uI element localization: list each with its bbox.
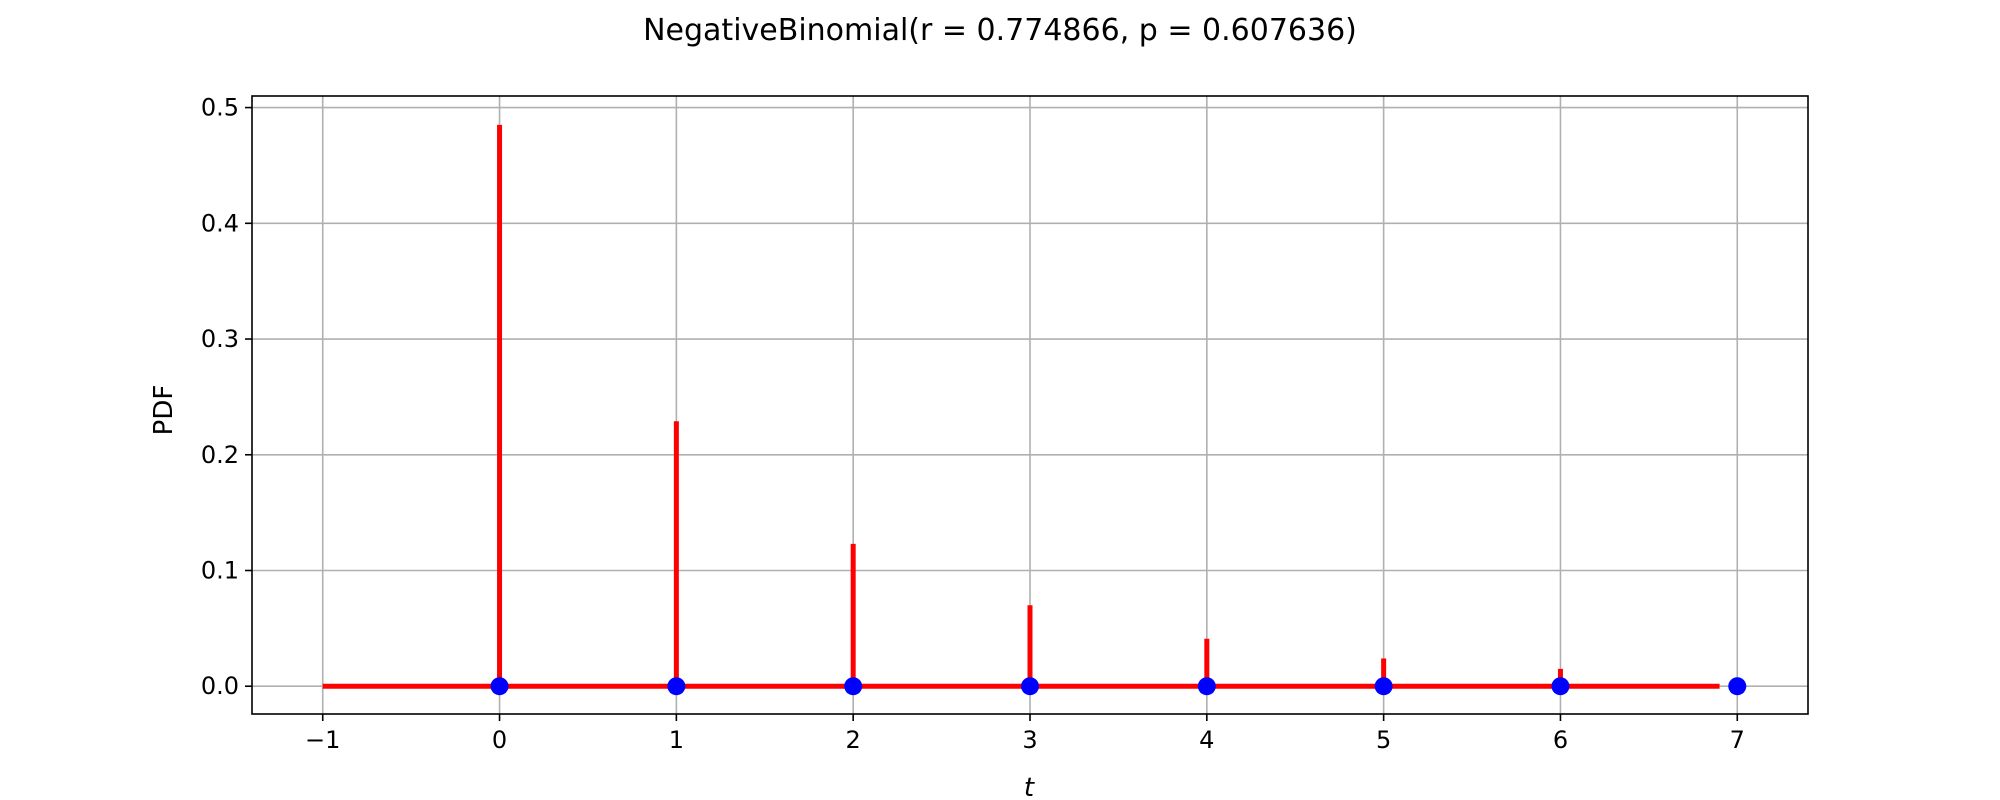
y-tick-label: 0.1 — [201, 556, 239, 584]
x-tick-label: 0 — [492, 726, 507, 754]
x-axis-label: t — [1024, 773, 1035, 800]
x-tick-label: 1 — [669, 726, 684, 754]
y-tick-label: 0.2 — [201, 441, 239, 469]
y-axis-label: PDF — [149, 385, 179, 436]
data-point — [1728, 677, 1747, 696]
y-tick-label: 0.4 — [201, 209, 239, 237]
x-tick-label: 7 — [1730, 726, 1745, 754]
data-point — [1551, 677, 1570, 696]
data-point — [1021, 677, 1039, 696]
data-point — [844, 677, 863, 696]
y-tick-label: 0.5 — [201, 94, 239, 122]
x-tick-label: 3 — [1022, 726, 1037, 754]
x-axis-ticks: −1 0 1 2 3 4 5 6 7 — [305, 714, 1745, 754]
x-tick-label: 5 — [1376, 726, 1391, 754]
data-point — [490, 677, 509, 696]
data-point — [667, 677, 686, 696]
y-axis-ticks: 0.0 0.1 0.2 0.3 0.4 0.5 — [201, 94, 252, 700]
data-point — [1197, 677, 1216, 696]
stem-lines — [322, 124, 1720, 689]
y-tick-label: 0.0 — [201, 672, 239, 700]
x-tick-label: 6 — [1553, 726, 1568, 754]
y-tick-label: 0.3 — [201, 325, 239, 353]
data-point — [1374, 677, 1393, 696]
chart-title: NegativeBinomial(r = 0.774866, p = 0.607… — [643, 13, 1357, 48]
x-tick-label: −1 — [305, 726, 340, 754]
data-points — [490, 677, 1747, 696]
x-tick-label: 2 — [846, 726, 861, 754]
x-tick-label: 4 — [1199, 726, 1214, 754]
